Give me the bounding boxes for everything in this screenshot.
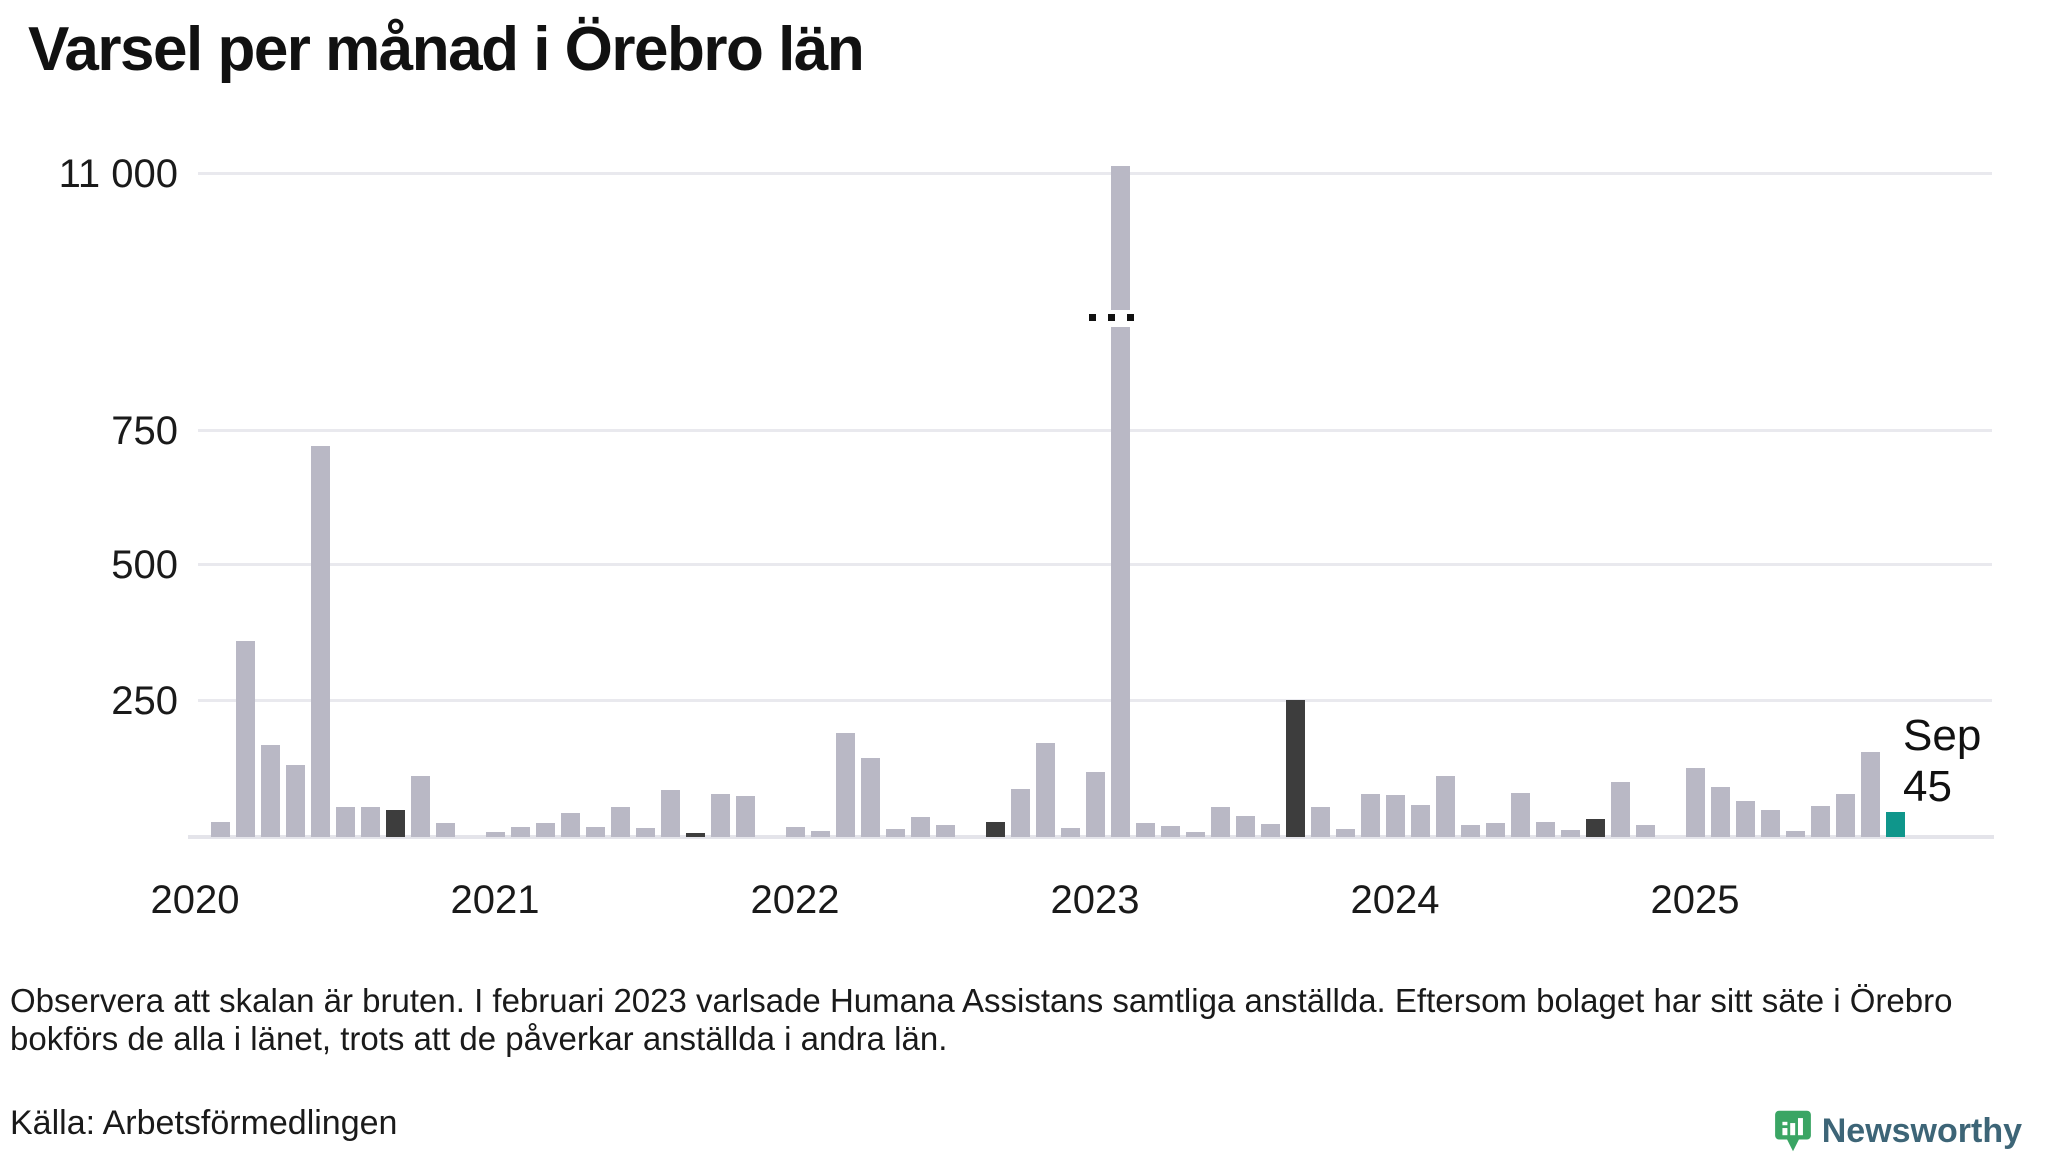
- bar-2022-11: [1035, 743, 1055, 837]
- bar-2021-05: [585, 827, 605, 837]
- bar-2020-05: [285, 765, 305, 837]
- x-tick-label-2025: 2025: [1650, 878, 1740, 922]
- bar-2022-02: [810, 831, 830, 837]
- bar-2022-03: [835, 733, 855, 837]
- bar-2020-04: [260, 745, 280, 837]
- bar-2020-11: [435, 823, 455, 837]
- gridline: [198, 563, 1992, 566]
- bar-2020-02: [210, 822, 230, 837]
- bar-2021-02: [510, 827, 530, 837]
- bar-2024-06: [1510, 793, 1530, 837]
- gridline: [198, 699, 1992, 702]
- bar-2021-07: [635, 828, 655, 837]
- bar-2025-07: [1835, 794, 1855, 837]
- y-tick-label: 500: [111, 543, 178, 587]
- newsworthy-marker-icon: [1774, 1110, 1811, 1152]
- bar-2022-01: [785, 827, 805, 837]
- bar-2023-09: [1285, 700, 1305, 837]
- newsworthy-wordmark: Newsworthy: [1821, 1111, 2022, 1150]
- bar-2024-02: [1410, 805, 1430, 837]
- bar-2024-11: [1635, 825, 1655, 837]
- x-tick-label-2023: 2023: [1050, 878, 1140, 922]
- bar-2020-06: [310, 446, 330, 837]
- bar-2025-09: [1885, 812, 1905, 837]
- bar-2021-10: [710, 794, 730, 837]
- bar-2025-02: [1710, 787, 1730, 837]
- annotation-month-label: Sep: [1903, 711, 1982, 760]
- x-tick-label-2020: 2020: [150, 878, 240, 922]
- y-tick-label: 11 000: [58, 152, 178, 196]
- bar-2022-09: [985, 822, 1005, 837]
- bar-2022-12: [1060, 828, 1080, 837]
- bar-2021-09: [685, 833, 705, 837]
- bar-2020-07: [335, 807, 355, 837]
- bar-2023-01: [1085, 772, 1105, 837]
- bar-2024-04: [1460, 825, 1480, 837]
- bar-2023-11: [1335, 829, 1355, 837]
- y-tick-label: 250: [111, 679, 178, 723]
- bar-2020-10: [410, 776, 430, 837]
- annotation-value-label: 45: [1903, 762, 1952, 811]
- bar-2024-03: [1435, 776, 1455, 837]
- bar-2023-06: [1210, 807, 1230, 837]
- bar-2020-08: [360, 807, 380, 837]
- gridline: [198, 172, 1992, 175]
- bar-2022-04: [860, 758, 880, 837]
- bar-2023-04: [1160, 826, 1180, 837]
- bar-2023-10: [1310, 807, 1330, 837]
- x-tick-label-2022: 2022: [750, 878, 840, 922]
- bar-2021-03: [535, 823, 555, 837]
- scale-break-dot: [1108, 314, 1115, 321]
- bar-2021-06: [610, 807, 630, 837]
- y-tick-label: 750: [111, 409, 178, 453]
- bar-2024-09: [1585, 819, 1605, 837]
- bar-2025-06: [1810, 806, 1830, 837]
- gridline: [198, 429, 1992, 432]
- page-title: Varsel per månad i Örebro län: [28, 15, 865, 84]
- bar-2021-04: [560, 813, 580, 837]
- x-tick-label-2021: 2021: [450, 878, 540, 922]
- source-line: Källa: Arbetsförmedlingen: [10, 1104, 398, 1142]
- bar-2023-03: [1135, 823, 1155, 837]
- bar-2022-05: [885, 829, 905, 837]
- bar-2024-05: [1485, 823, 1505, 837]
- bar-2024-10: [1610, 782, 1630, 837]
- bar-2021-11: [735, 796, 755, 837]
- bar-2024-07: [1535, 822, 1555, 837]
- scale-break-dot: [1127, 314, 1134, 321]
- newsworthy-logo: Newsworthy: [1774, 1110, 2022, 1152]
- bar-2021-08: [660, 790, 680, 837]
- bar-2025-01: [1685, 768, 1705, 837]
- bar-2025-04: [1760, 810, 1780, 837]
- bar-2022-06: [910, 817, 930, 837]
- bar-2022-10: [1010, 789, 1030, 837]
- x-axis-baseline: [188, 835, 1994, 839]
- bar-2020-09: [385, 810, 405, 837]
- bar-2023-02-lower: [1110, 327, 1130, 837]
- bar-2024-01: [1385, 795, 1405, 837]
- bar-2025-03: [1735, 801, 1755, 837]
- bar-2020-03: [235, 641, 255, 837]
- bar-2023-07: [1235, 816, 1255, 837]
- bar-2023-12: [1360, 794, 1380, 837]
- scale-footnote: Observera att skalan är bruten. I februa…: [10, 982, 1953, 1057]
- bar-2021-01: [485, 832, 505, 837]
- scale-break-dot: [1089, 314, 1096, 321]
- bar-2024-08: [1560, 830, 1580, 837]
- bar-2025-08: [1860, 752, 1880, 837]
- bar-2023-05: [1185, 832, 1205, 837]
- current-month-annotation: Sep 45: [1903, 710, 1981, 812]
- x-tick-label-2024: 2024: [1350, 878, 1440, 922]
- bar-2023-08: [1260, 824, 1280, 837]
- bar-2025-05: [1785, 831, 1805, 837]
- bar-2022-07: [935, 825, 955, 837]
- bar-2023-02-upper: [1110, 166, 1130, 310]
